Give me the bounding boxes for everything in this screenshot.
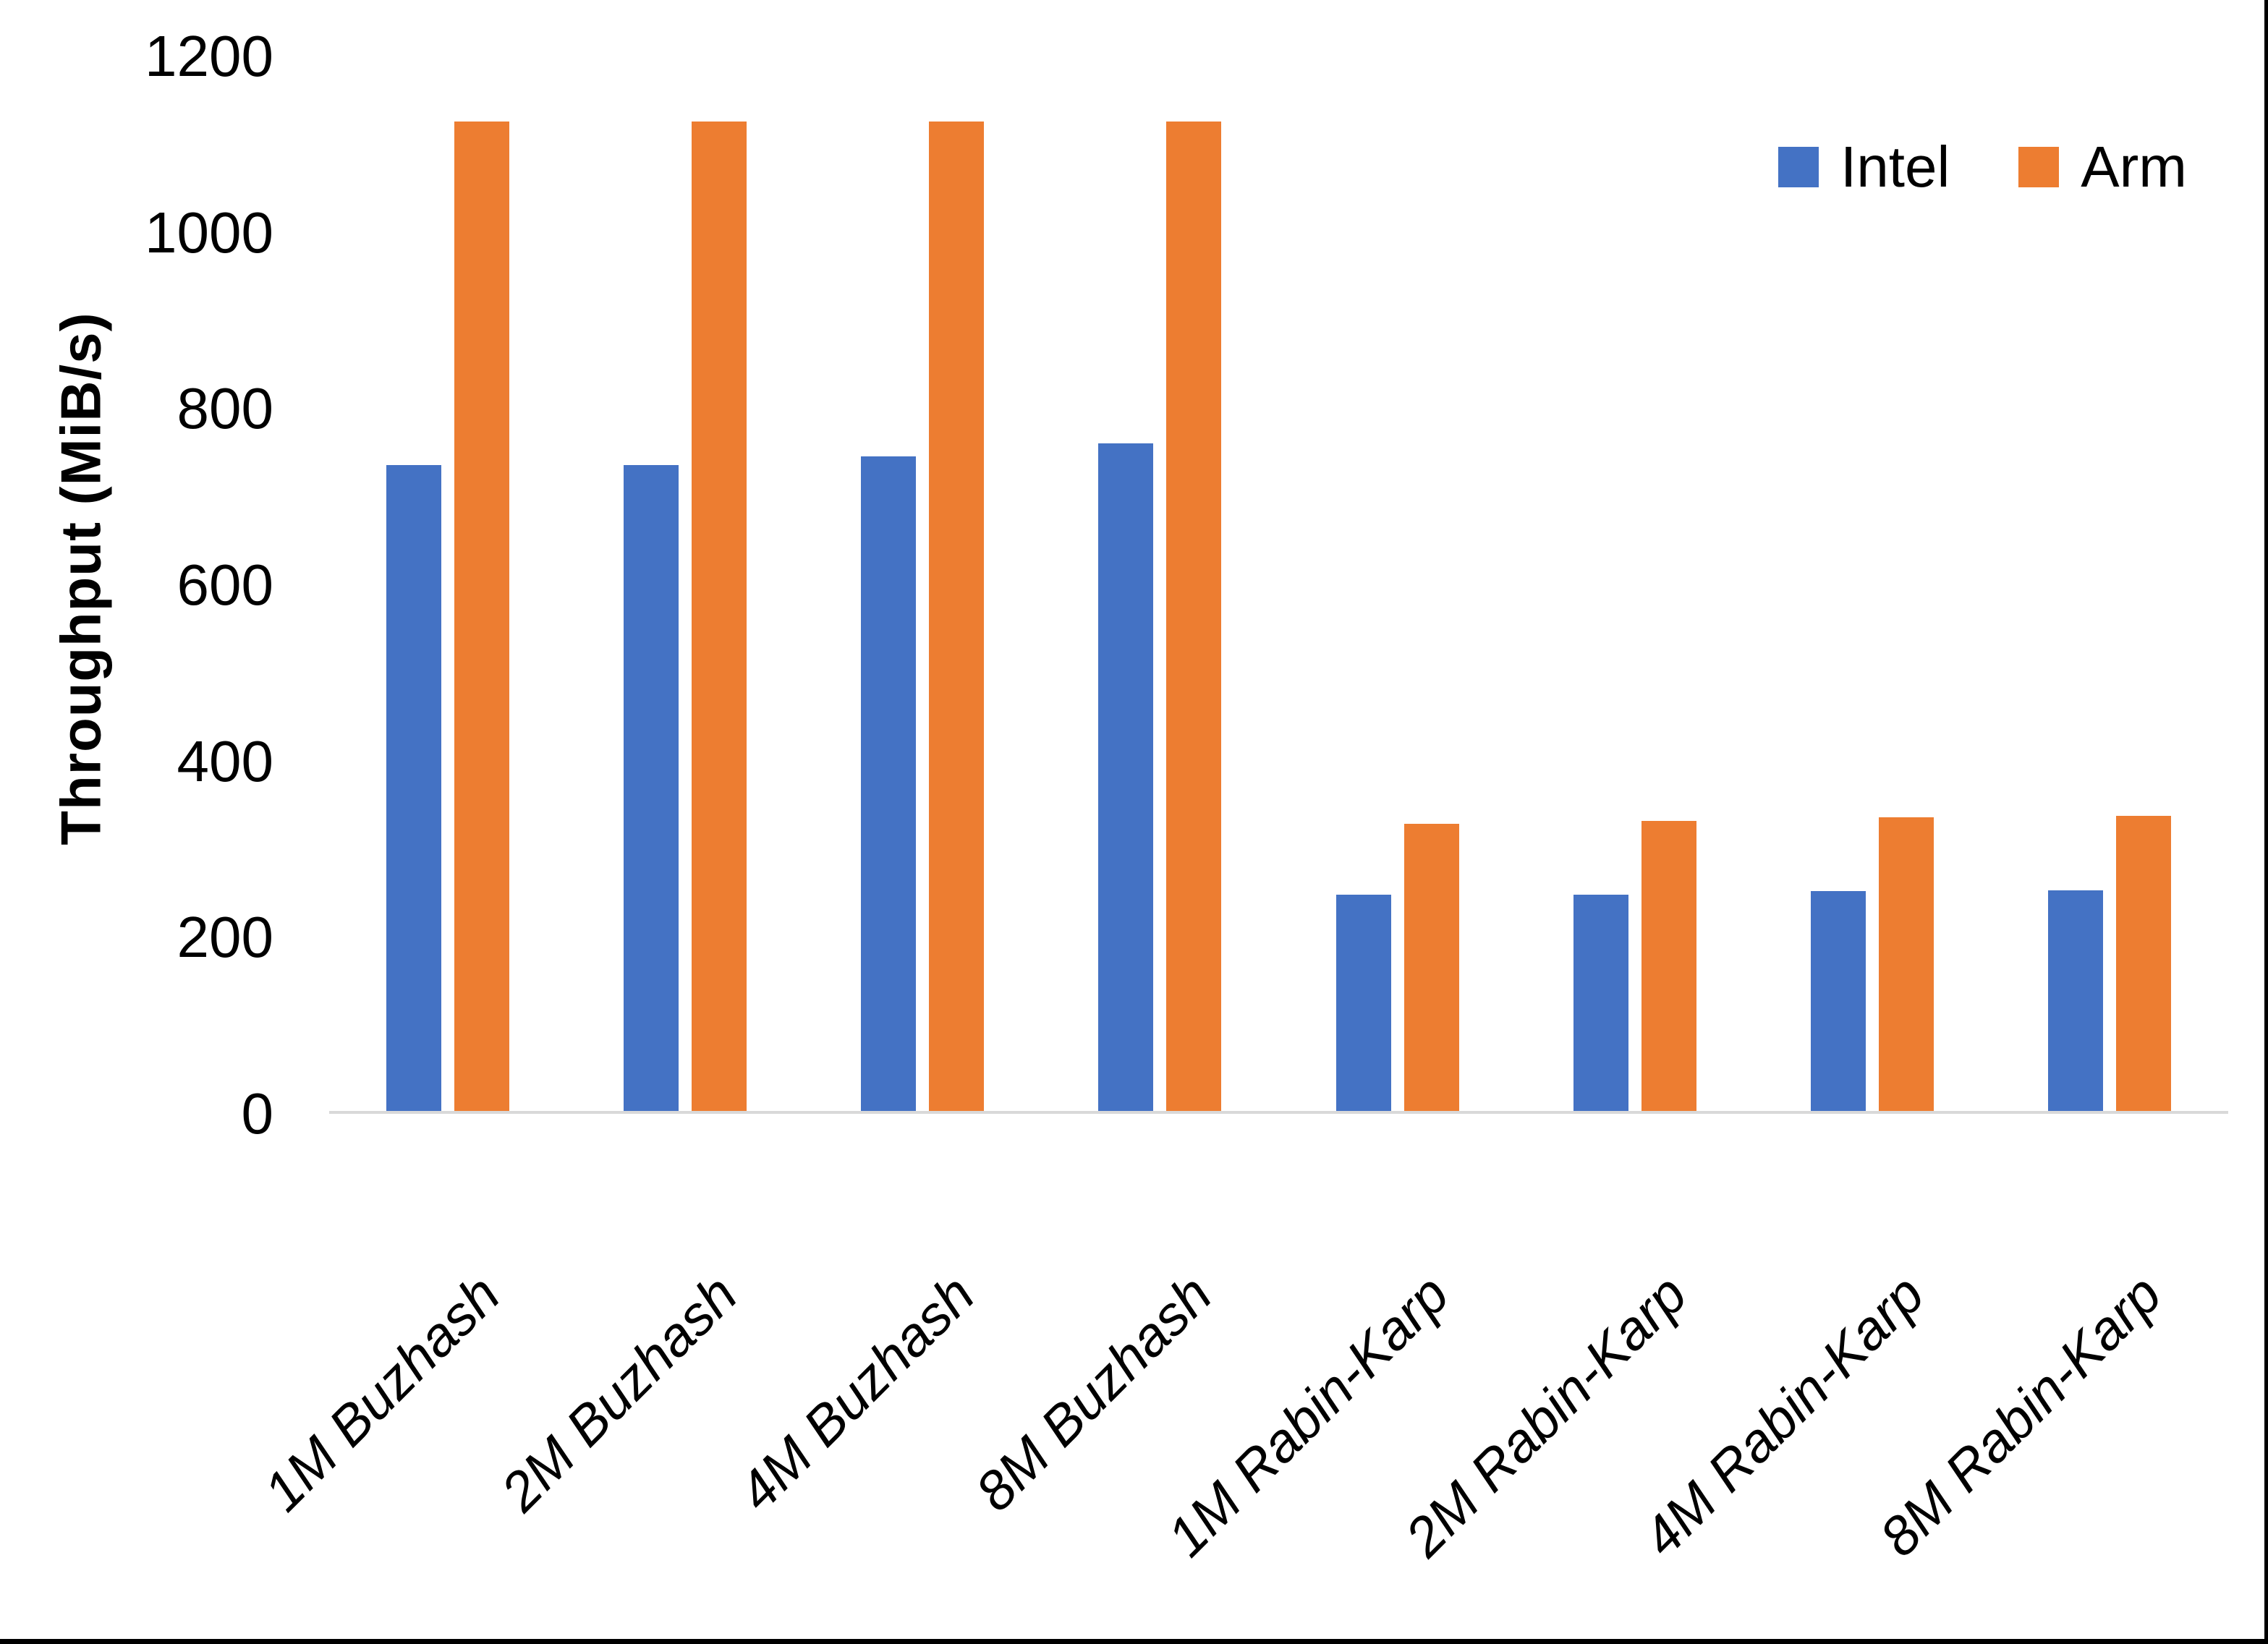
x-label-slot: 2M Buzhash [489,1117,804,1609]
bar-arm-1m-buzhash [454,121,510,1111]
bar-group [1754,56,1991,1111]
legend-label-arm: Arm [2081,135,2187,199]
legend-label-intel: Intel [1840,135,1950,199]
x-label-slot: 2M Rabin-Karp [1393,1117,1754,1609]
plot-area [329,56,2228,1114]
legend-swatch-intel-icon [1778,147,1819,187]
bar-intel-4m-buzhash [861,456,917,1111]
legend-item-arm: Arm [2018,136,2187,198]
legend-swatch-arm-icon [2018,147,2060,187]
bar-intel-4m-rabin-karp [1810,891,1866,1111]
y-tick-label: 200 [177,905,273,970]
x-label-slot: 1M Buzhash [252,1117,566,1609]
bar-group [1279,56,1516,1111]
bar-group [566,56,804,1111]
legend: Intel Arm [1778,136,2187,198]
x-label-slot: 8M Rabin-Karp [1868,1117,2228,1609]
x-label-slot: 4M Rabin-Karp [1631,1117,1991,1609]
bar-arm-8m-rabin-karp [2115,815,2171,1111]
bar-arm-2m-buzhash [692,121,747,1111]
x-category-label: 1M Buzhash [252,1263,512,1523]
bar-intel-1m-buzhash [386,464,442,1111]
bar-intel-2m-rabin-karp [1573,895,1628,1111]
bar-arm-8m-buzhash [1166,121,1222,1111]
x-label-slot: 4M Buzhash [726,1117,1041,1609]
y-tick-label: 400 [177,728,273,793]
bar-group [1041,56,1278,1111]
bar-group [329,56,566,1111]
bar-intel-1m-rabin-karp [1335,895,1391,1111]
y-tick-label: 800 [177,376,273,441]
bar-arm-4m-buzhash [929,121,985,1111]
bar-group [804,56,1041,1111]
bar-group [1516,56,1754,1111]
bars-axis-line [329,56,2228,1114]
legend-item-intel: Intel [1778,136,1950,198]
bar-arm-1m-rabin-karp [1403,823,1459,1111]
bar-arm-2m-rabin-karp [1641,821,1696,1111]
bar-arm-4m-rabin-karp [1878,817,1934,1111]
x-label-slot: 8M Buzhash [964,1117,1278,1609]
y-tick-label: 1000 [145,200,273,265]
bar-group [1991,56,2228,1111]
x-label-slot: 1M Rabin-Karp [1156,1117,1516,1609]
bar-intel-8m-buzhash [1098,443,1154,1111]
x-axis-category-labels: 1M Buzhash 2M Buzhash 4M Buzhash 8M Buzhash… [252,1117,2228,1609]
bar-intel-8m-rabin-karp [2047,890,2103,1111]
y-axis-tick-labels: 0 200 400 600 800 1000 1200 [0,27,273,1143]
y-tick-label: 1200 [145,24,273,88]
y-tick-label: 0 [241,1081,274,1146]
bar-intel-2m-buzhash [624,464,679,1111]
y-tick-label: 600 [177,553,273,617]
